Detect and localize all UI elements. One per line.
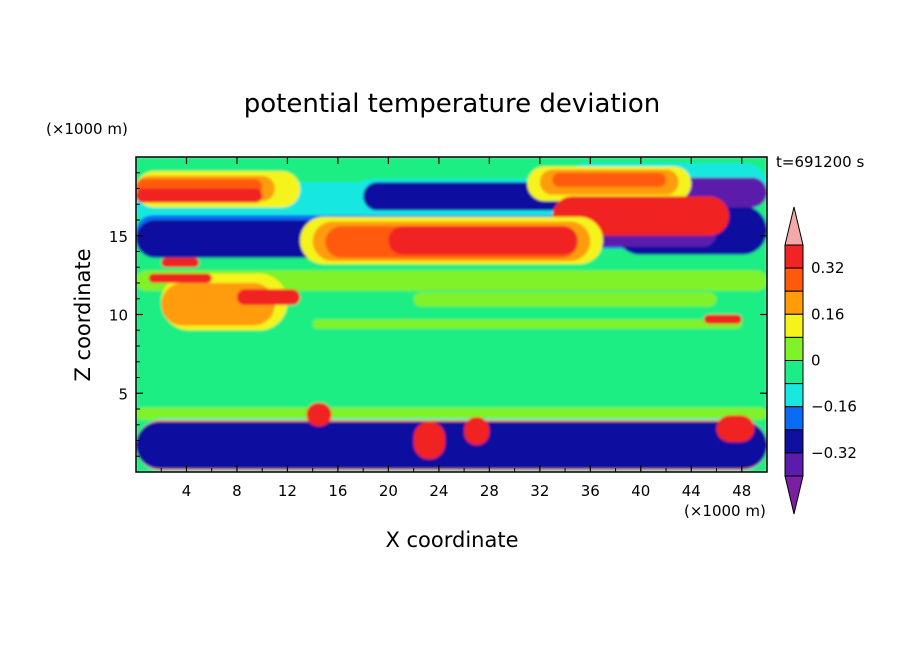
contour-region-29 — [236, 289, 301, 306]
x-tick-label: 16 — [328, 482, 347, 500]
colorbar-extend-top — [784, 206, 804, 246]
contour-region-32 — [703, 314, 742, 324]
colorbar: 0.32 0.16 0 −0.16 −0.32 — [784, 206, 857, 515]
colorbar-band — [784, 336, 804, 361]
x-axis-unit: (×1000 m) — [684, 502, 766, 520]
contour-region-30 — [148, 273, 212, 283]
colorbar-label: 0.16 — [811, 305, 844, 323]
contour-region-38 — [464, 416, 490, 446]
colorbar-band — [784, 429, 804, 454]
contour-region-31 — [161, 257, 200, 268]
contour-region-26 — [388, 226, 578, 255]
contour-region-3 — [312, 319, 742, 329]
colorbar-label: −0.16 — [811, 398, 857, 416]
y-tick-label: 5 — [118, 385, 128, 403]
contour-region-4 — [136, 407, 767, 421]
colorbar-band — [784, 290, 804, 315]
contour-region-21 — [552, 172, 667, 187]
colorbar-band — [784, 452, 804, 477]
y-tick-label: 15 — [109, 228, 128, 246]
x-tick-label: 36 — [581, 482, 600, 500]
contour-region-1 — [136, 270, 767, 291]
colorbar-band — [784, 244, 804, 269]
time-label: t=691200 s — [776, 153, 864, 171]
colorbar-band — [784, 406, 804, 431]
x-tick-label: 24 — [429, 482, 448, 500]
y-axis-unit: (×1000 m) — [46, 120, 128, 138]
y-axis-label: Z coordinate — [71, 248, 95, 381]
colorbar-band — [784, 383, 804, 408]
x-tick-label: 20 — [379, 482, 398, 500]
x-tick-label: 40 — [631, 482, 650, 500]
x-tick-label: 4 — [182, 482, 192, 500]
x-tick-label: 32 — [530, 482, 549, 500]
colorbar-band — [784, 313, 804, 338]
colorbar-label: 0.32 — [811, 259, 844, 277]
y-tick-label: 10 — [109, 307, 128, 325]
x-tick-label: 48 — [732, 482, 751, 500]
x-axis: 4 8 12 16 20 24 28 32 36 40 44 48 — [160, 157, 751, 500]
contour-region-2 — [413, 292, 717, 307]
colorbar-band — [784, 360, 804, 385]
colorbar-band — [784, 267, 804, 292]
colorbar-label: −0.32 — [811, 444, 857, 462]
contour-region-10 — [136, 220, 326, 258]
contour-region-18 — [136, 188, 263, 203]
contour-region-13 — [363, 182, 566, 211]
x-axis-label: X coordinate — [385, 528, 518, 552]
colorbar-extend-bottom — [784, 475, 804, 515]
x-tick-label: 12 — [278, 482, 297, 500]
contour-region-37 — [413, 421, 446, 460]
colorbar-label: 0 — [811, 352, 821, 370]
plot-field — [136, 157, 767, 472]
chart-title: potential temperature deviation — [244, 89, 660, 119]
x-tick-label: 28 — [480, 482, 499, 500]
contour-region-35 — [136, 421, 767, 469]
y-axis: 5 10 15 — [109, 172, 767, 457]
x-tick-label: 8 — [232, 482, 242, 500]
x-tick-label: 44 — [682, 482, 701, 500]
contour-region-36 — [306, 402, 332, 427]
contour-region-39 — [716, 415, 755, 443]
